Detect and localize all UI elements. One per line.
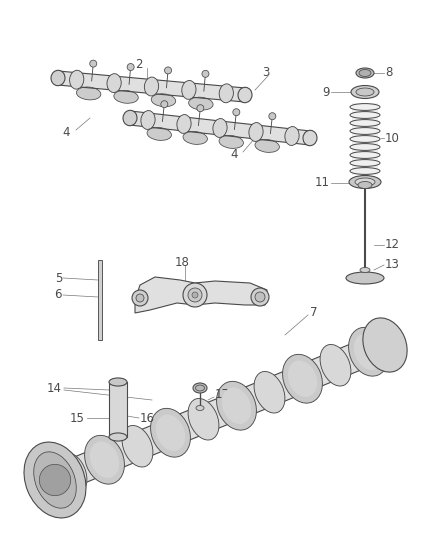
- Circle shape: [233, 109, 240, 116]
- Text: 7: 7: [310, 305, 318, 319]
- Text: 17: 17: [215, 389, 230, 401]
- Circle shape: [136, 294, 144, 302]
- Text: 10: 10: [385, 132, 400, 144]
- Ellipse shape: [123, 110, 137, 126]
- Ellipse shape: [283, 354, 322, 403]
- Ellipse shape: [249, 123, 263, 141]
- Ellipse shape: [122, 425, 153, 467]
- Ellipse shape: [255, 140, 279, 152]
- Text: 15: 15: [70, 411, 85, 424]
- Ellipse shape: [151, 408, 191, 457]
- Ellipse shape: [156, 415, 185, 451]
- Bar: [109, 382, 127, 437]
- Ellipse shape: [147, 127, 171, 140]
- Ellipse shape: [355, 178, 375, 186]
- Ellipse shape: [349, 175, 381, 189]
- Ellipse shape: [90, 441, 119, 478]
- Circle shape: [251, 288, 269, 306]
- Circle shape: [188, 288, 202, 302]
- Text: 3: 3: [262, 67, 269, 79]
- Ellipse shape: [363, 318, 407, 372]
- Ellipse shape: [285, 126, 299, 146]
- Ellipse shape: [356, 88, 374, 96]
- Ellipse shape: [109, 433, 127, 441]
- Ellipse shape: [219, 135, 244, 148]
- Ellipse shape: [359, 69, 371, 77]
- Ellipse shape: [356, 68, 374, 78]
- Ellipse shape: [320, 344, 351, 386]
- Ellipse shape: [196, 406, 204, 410]
- Ellipse shape: [346, 272, 384, 284]
- Text: 6: 6: [54, 288, 62, 302]
- Text: 13: 13: [385, 259, 400, 271]
- Text: 14: 14: [47, 382, 62, 394]
- Ellipse shape: [85, 435, 124, 484]
- Text: 11: 11: [315, 176, 330, 190]
- Bar: [98, 260, 102, 340]
- Text: 18: 18: [175, 255, 190, 269]
- Ellipse shape: [188, 399, 219, 440]
- Ellipse shape: [24, 442, 86, 518]
- Circle shape: [165, 67, 172, 74]
- Circle shape: [197, 104, 204, 112]
- Ellipse shape: [109, 378, 127, 386]
- Ellipse shape: [195, 385, 205, 391]
- Ellipse shape: [213, 118, 227, 138]
- Circle shape: [132, 290, 148, 306]
- Ellipse shape: [351, 85, 379, 99]
- Ellipse shape: [354, 334, 383, 370]
- Text: 4: 4: [230, 149, 237, 161]
- Ellipse shape: [141, 110, 155, 130]
- Ellipse shape: [182, 80, 196, 99]
- Ellipse shape: [114, 91, 138, 103]
- Ellipse shape: [51, 70, 65, 86]
- Ellipse shape: [189, 97, 213, 110]
- Text: 12: 12: [385, 238, 400, 252]
- Ellipse shape: [216, 381, 256, 430]
- Ellipse shape: [349, 327, 389, 376]
- Ellipse shape: [77, 87, 101, 100]
- Circle shape: [269, 112, 276, 120]
- Ellipse shape: [303, 130, 317, 146]
- Ellipse shape: [151, 94, 176, 107]
- Ellipse shape: [183, 132, 208, 144]
- Text: 8: 8: [385, 67, 392, 79]
- Circle shape: [127, 63, 134, 70]
- Circle shape: [183, 283, 207, 307]
- Polygon shape: [49, 332, 390, 493]
- Ellipse shape: [254, 372, 285, 413]
- Text: 16: 16: [140, 411, 155, 424]
- Circle shape: [90, 60, 97, 67]
- Polygon shape: [57, 71, 246, 102]
- Polygon shape: [135, 277, 267, 313]
- Ellipse shape: [222, 387, 251, 424]
- Ellipse shape: [238, 87, 252, 103]
- Ellipse shape: [177, 115, 191, 133]
- Text: 5: 5: [55, 271, 62, 285]
- Ellipse shape: [193, 383, 207, 393]
- Ellipse shape: [145, 77, 159, 96]
- Ellipse shape: [360, 268, 370, 272]
- Circle shape: [161, 101, 168, 108]
- Circle shape: [39, 464, 71, 496]
- Ellipse shape: [34, 452, 76, 508]
- Text: 4: 4: [62, 126, 70, 140]
- Text: 2: 2: [135, 59, 142, 71]
- Ellipse shape: [219, 84, 233, 103]
- Polygon shape: [129, 111, 311, 145]
- Ellipse shape: [358, 182, 372, 189]
- Circle shape: [192, 292, 198, 298]
- Ellipse shape: [288, 360, 317, 397]
- Text: 9: 9: [322, 85, 330, 99]
- Circle shape: [255, 292, 265, 302]
- Ellipse shape: [70, 70, 84, 89]
- Ellipse shape: [56, 453, 87, 494]
- Ellipse shape: [107, 74, 121, 93]
- Bar: [352, 103, 378, 175]
- Circle shape: [202, 70, 209, 77]
